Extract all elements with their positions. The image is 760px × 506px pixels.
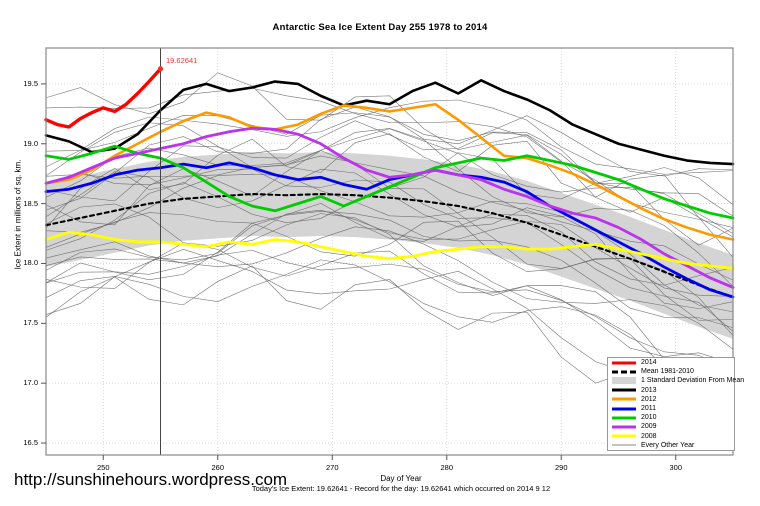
- y-axis-tick-label: 17.0: [23, 378, 38, 388]
- y-axis-tick-label: 19.0: [23, 138, 38, 148]
- legend-item[interactable]: Every Other Year: [608, 441, 734, 450]
- legend-swatch-icon: [611, 413, 637, 422]
- chart-legend: 2014 Mean 1981-2010 1 Standard Deviation F…: [607, 357, 744, 451]
- legend-swatch-icon: [611, 376, 637, 385]
- y-axis-tick-label: 16.5: [23, 438, 38, 448]
- legend-item[interactable]: 2008: [608, 432, 734, 441]
- legend-item-label: Every Other Year: [641, 441, 695, 449]
- legend-item-label: 2009: [641, 423, 657, 431]
- y-axis-tick-label: 17.5: [23, 318, 38, 328]
- legend-item-label: 2008: [641, 432, 657, 440]
- x-axis-tick-label: 280: [440, 463, 453, 472]
- y-axis-tick-label: 18.0: [23, 258, 38, 268]
- legend-item[interactable]: 1 Standard Deviation From Mean: [608, 376, 744, 385]
- legend-item-label: Mean 1981-2010: [641, 368, 694, 376]
- chart-caption: Today's Ice Extent: 19.62641 - Record fo…: [251, 484, 551, 493]
- x-axis-tick-label: 300: [669, 463, 682, 472]
- watermark-url: http://sunshinehours.wordpress.com: [14, 470, 288, 489]
- legend-swatch-icon: [611, 422, 637, 431]
- legend-item-label: 2010: [641, 414, 657, 422]
- y-axis-tick-label: 19.5: [23, 78, 38, 88]
- legend-swatch-icon: [611, 441, 637, 450]
- legend-swatch-icon: [611, 358, 637, 367]
- legend-item-label: 1 Standard Deviation From Mean: [641, 377, 745, 385]
- legend-item[interactable]: 2011: [608, 404, 734, 413]
- x-axis-tick-label: 250: [96, 463, 110, 472]
- legend-swatch-icon: [611, 404, 637, 413]
- x-axis-tick-label: 270: [325, 463, 339, 472]
- legend-item-label: 2012: [641, 395, 657, 403]
- legend-swatch-icon: [611, 386, 637, 395]
- legend-swatch-icon: [611, 432, 637, 441]
- x-axis-label: Day of Year: [380, 474, 422, 483]
- legend-item[interactable]: 2012: [608, 395, 734, 404]
- legend-item-label: 2014: [641, 359, 657, 367]
- legend-item[interactable]: 2014: [608, 358, 734, 367]
- x-axis-tick-label: 290: [554, 463, 568, 472]
- legend-item-label: 2013: [641, 386, 657, 394]
- legend-swatch-icon: [611, 367, 637, 376]
- record-annotation: 19.62641: [166, 56, 198, 65]
- y-axis-label: Ice Extent in millions of sq. km.: [13, 159, 23, 270]
- legend-swatch-icon: [611, 395, 637, 404]
- x-axis-tick-label: 260: [211, 463, 224, 472]
- legend-item[interactable]: 2013: [608, 386, 734, 395]
- page-title: Antarctic Sea Ice Extent Day 255 1978 to…: [272, 22, 488, 33]
- legend-item-label: 2011: [641, 405, 657, 413]
- legend-item[interactable]: Mean 1981-2010: [608, 367, 734, 376]
- legend-item[interactable]: 2009: [608, 422, 734, 431]
- legend-item[interactable]: 2010: [608, 413, 734, 422]
- y-axis-tick-label: 18.5: [23, 198, 38, 208]
